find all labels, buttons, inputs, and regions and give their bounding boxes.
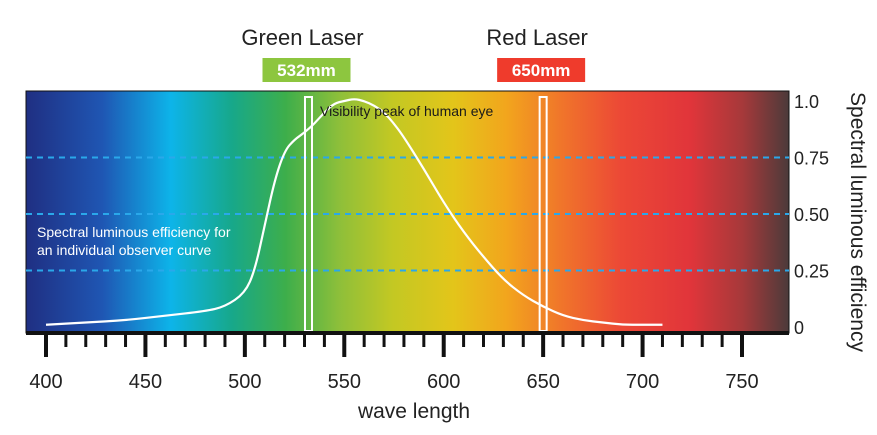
y-axis-tick-labels: 0 0.25 0.50 0.75 1.0	[794, 92, 829, 338]
laser-badge-0	[262, 58, 351, 82]
x-tick-label: 400	[29, 371, 62, 393]
luminous-efficiency-curve	[45, 98, 663, 326]
x-tick-label: 500	[228, 371, 261, 393]
y-tick-label: 0.25	[794, 262, 829, 282]
x-tick-label: 650	[526, 371, 559, 393]
laser-badge-label-0: 532mm	[277, 61, 336, 80]
laser-badge-label-1: 650mm	[512, 61, 571, 80]
peak-annotation: Visibility peak of human eye	[320, 103, 493, 119]
x-axis-tick-labels: 400 450 500 550 600 650 700 750	[29, 371, 758, 393]
x-tick-label: 750	[725, 371, 758, 393]
laser-badge-1	[497, 58, 586, 82]
x-axis-ticks	[44, 333, 744, 357]
curve-annotation-line-1: Spectral luminous efficiency for	[37, 224, 231, 240]
x-tick-label: 450	[129, 371, 162, 393]
y-tick-label: 0	[794, 318, 804, 338]
curve-annotation-line-2: an individual observer curve	[37, 242, 212, 258]
laser-labels: Green Laser 532mm Red Laser 650mm	[241, 25, 588, 82]
spectrum-background	[25, 90, 790, 334]
x-tick-label: 600	[427, 371, 460, 393]
y-tick-label: 1.0	[794, 92, 819, 112]
x-axis-title: wave length	[357, 400, 470, 423]
y-tick-label: 0.50	[794, 205, 829, 225]
y-tick-label: 0.75	[794, 149, 829, 169]
laser-title-1: Red Laser	[486, 25, 588, 50]
laser-title-0: Green Laser	[241, 25, 363, 50]
x-tick-label: 550	[328, 371, 361, 393]
y-axis-title: Spectral luminous efficiency	[846, 92, 869, 352]
x-tick-label: 700	[626, 371, 659, 393]
